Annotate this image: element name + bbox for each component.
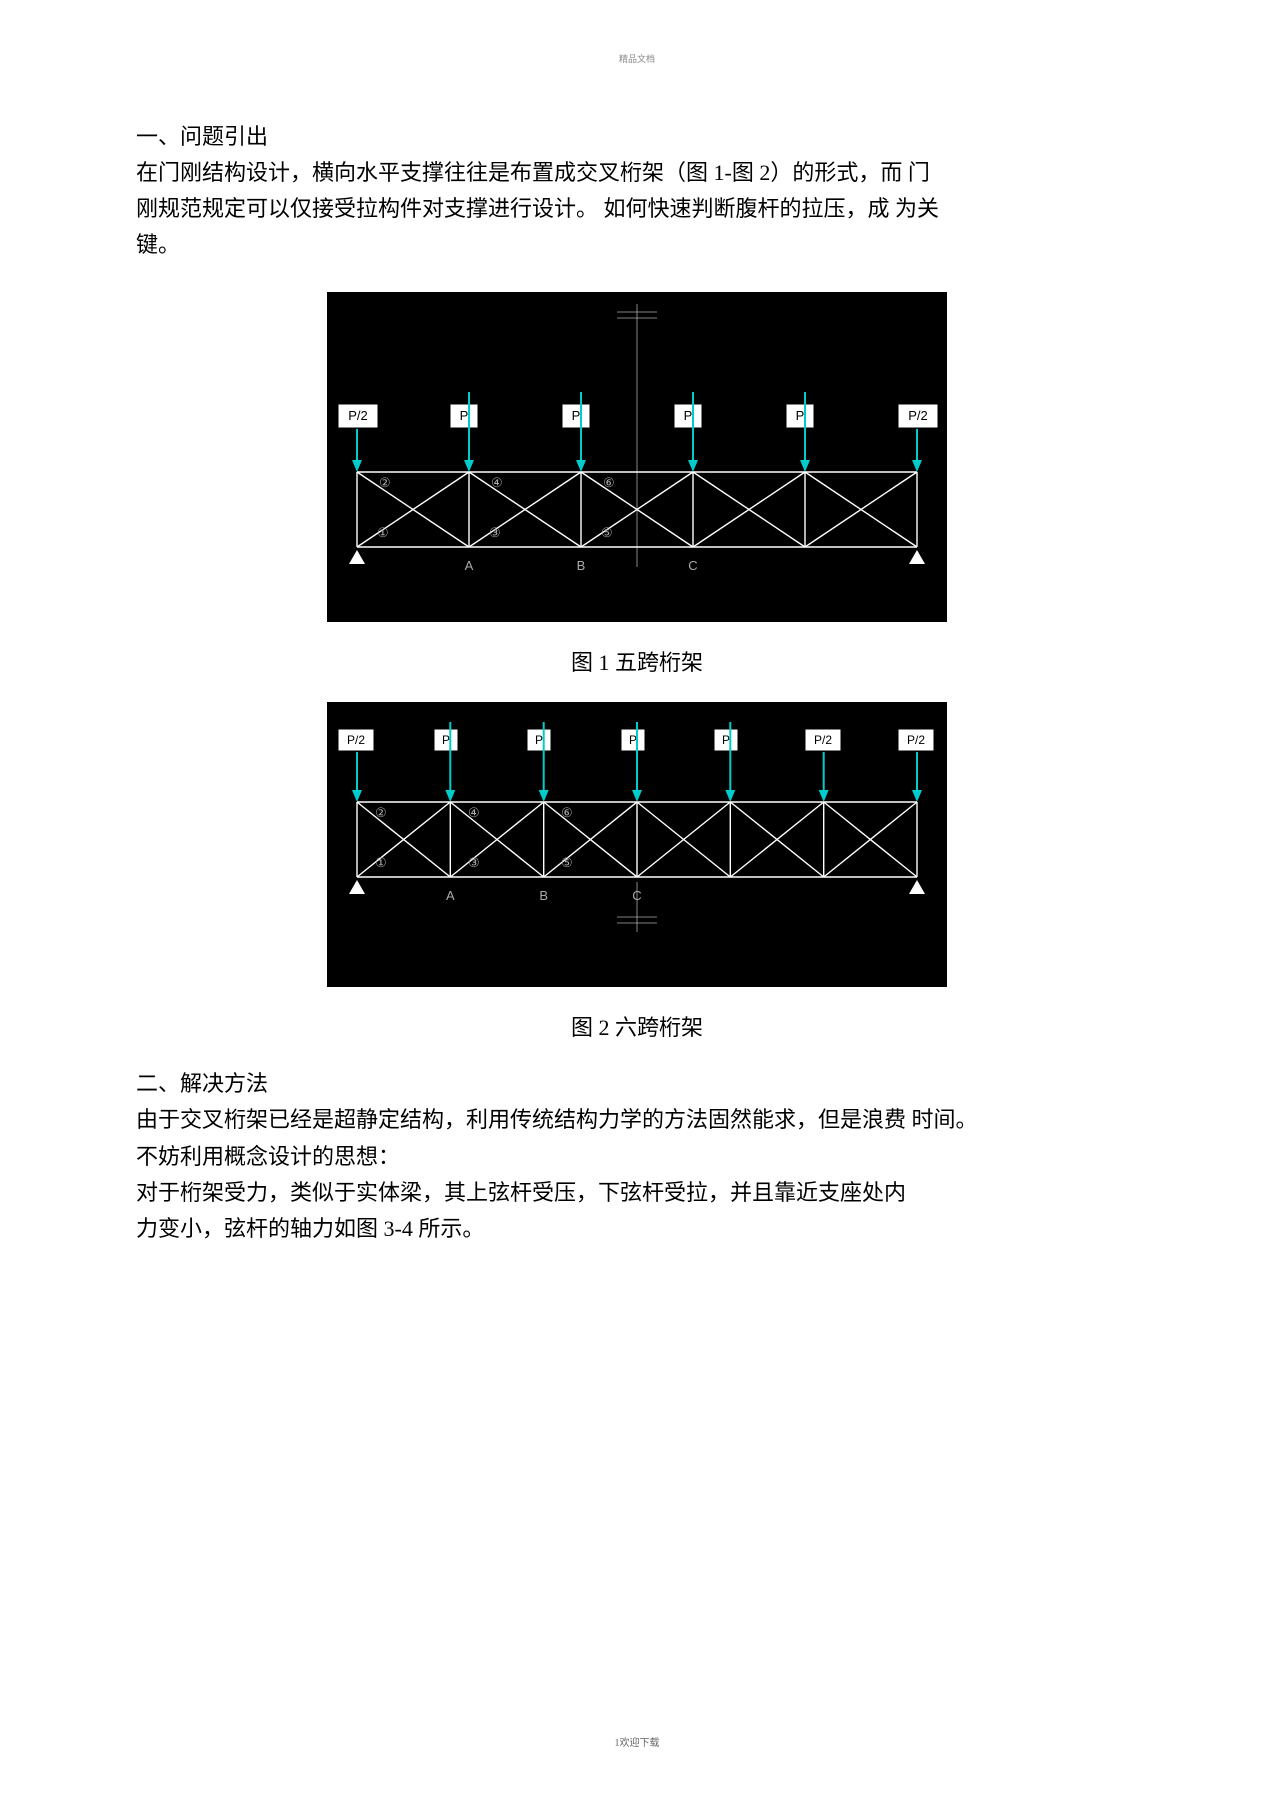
svg-text:②: ②	[375, 805, 387, 820]
svg-text:P/2: P/2	[348, 408, 368, 423]
footer-small: 1欢迎下载	[615, 1734, 660, 1749]
section1-line2: 刚规范规定可以仅接受拉构件对支撑进行设计。 如何快速判断腹杆的拉压，成 为关	[136, 192, 1138, 226]
svg-text:④: ④	[468, 805, 480, 820]
section1-line3: 键。	[136, 228, 1138, 262]
header-small: 精品文档	[619, 52, 655, 65]
svg-text:A: A	[465, 558, 474, 573]
svg-text:C: C	[688, 558, 697, 573]
section2-line3: 对于桁架受力，类似于实体梁，其上弦杆受压，下弦杆受拉，并且靠近支座处内	[136, 1176, 1138, 1210]
svg-text:P: P	[629, 733, 637, 747]
figure2-caption: 图 2 六跨桁架	[136, 1010, 1138, 1042]
svg-text:P: P	[535, 733, 543, 747]
figure2-svg: P/2 P P P	[327, 702, 947, 987]
figure2-wrap: P/2 P P P	[136, 702, 1138, 1042]
svg-text:⑤: ⑤	[601, 525, 613, 540]
svg-text:P: P	[796, 408, 805, 423]
svg-text:①: ①	[377, 525, 389, 540]
svg-text:P/2: P/2	[907, 733, 925, 747]
section1-title: 一、问题引出	[136, 120, 1138, 154]
figure1-svg: P/2 P P P	[327, 292, 947, 622]
section1-line1: 在门刚结构设计，横向水平支撑往往是布置成交叉桁架（图 1-图 2）的形式，而 门	[136, 156, 1138, 190]
svg-text:P/2: P/2	[347, 733, 365, 747]
figure1-wrap: P/2 P P P	[136, 292, 1138, 677]
svg-text:⑤: ⑤	[561, 855, 573, 870]
svg-text:③: ③	[489, 525, 501, 540]
svg-text:P/2: P/2	[814, 733, 832, 747]
section2-line4: 力变小，弦杆的轴力如图 3-4 所示。	[136, 1212, 1138, 1246]
svg-text:B: B	[577, 558, 586, 573]
svg-text:P: P	[460, 408, 469, 423]
svg-text:⑥: ⑥	[561, 805, 573, 820]
svg-text:P: P	[572, 408, 581, 423]
section2-title: 二、解决方法	[136, 1067, 1138, 1101]
svg-text:P: P	[722, 733, 730, 747]
svg-text:P/2: P/2	[908, 408, 928, 423]
svg-text:⑥: ⑥	[603, 475, 615, 490]
svg-text:P: P	[684, 408, 693, 423]
svg-text:B: B	[539, 888, 548, 903]
svg-text:④: ④	[491, 475, 503, 490]
svg-text:①: ①	[375, 855, 387, 870]
svg-text:P: P	[442, 733, 450, 747]
svg-text:③: ③	[468, 855, 480, 870]
section2-line1: 由于交叉桁架已经是超静定结构，利用传统结构力学的方法固然能求，但是浪费 时间。	[136, 1103, 1138, 1137]
svg-text:A: A	[446, 888, 455, 903]
content-area: 一、问题引出 在门刚结构设计，横向水平支撑往往是布置成交叉桁架（图 1-图 2）…	[136, 120, 1138, 1248]
figure1-caption: 图 1 五跨桁架	[136, 645, 1138, 677]
section2-line2: 不妨利用概念设计的思想：	[136, 1140, 1138, 1174]
svg-text:②: ②	[379, 475, 391, 490]
